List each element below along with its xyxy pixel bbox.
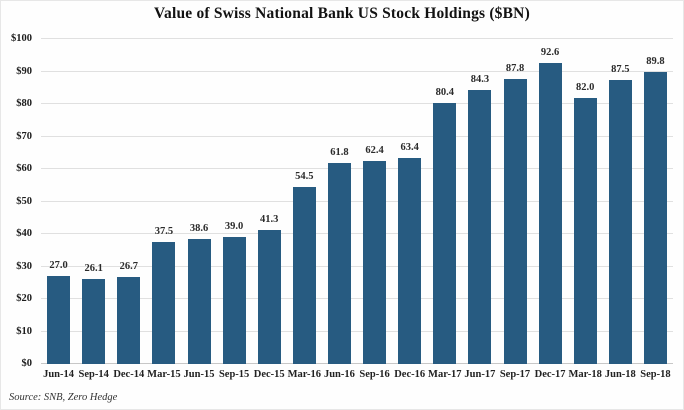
- x-axis-label: Jun-18: [604, 369, 636, 380]
- bar-value-label: 84.3: [470, 74, 490, 86]
- plot-area: 27.0 26.1 26.7 37.5 38.6 39.0 41.3 54.5 61.8 62.4…: [41, 38, 673, 364]
- bar-value-label: 26.1: [84, 263, 103, 275]
- gridline: [41, 135, 673, 137]
- bar-value-label: 54.5: [295, 170, 314, 182]
- x-axis-label: Jun-15: [183, 369, 215, 380]
- y-axis-label: $90: [16, 65, 32, 77]
- x-axis-label: Dec-14: [113, 369, 145, 380]
- bar-value-label: 26.7: [119, 261, 138, 273]
- y-axis-label: $70: [16, 130, 32, 142]
- y-axis-label: $10: [16, 325, 32, 337]
- bar: [398, 157, 422, 364]
- gridline: [41, 38, 673, 39]
- x-axis-label: Dec-16: [394, 369, 426, 380]
- bar: [538, 63, 562, 364]
- x-axis-label: Dec-17: [534, 369, 566, 380]
- x-axis-label: Dec-15: [253, 369, 285, 380]
- gridline: [41, 233, 673, 234]
- x-axis-label: Mar-15: [147, 369, 181, 380]
- gridline: [41, 200, 673, 202]
- gridline: [41, 168, 673, 169]
- y-axis-label: $60: [16, 163, 32, 174]
- bar-value-label: 92.6: [540, 47, 560, 59]
- bar: [608, 79, 632, 364]
- x-axis-label: Sep-14: [78, 369, 109, 380]
- x-axis-label: Sep-18: [640, 369, 671, 380]
- gridline: [41, 265, 673, 267]
- bar: [222, 237, 246, 364]
- bar: [503, 78, 527, 364]
- y-axis-label: $100: [11, 33, 32, 44]
- bar: [257, 229, 281, 364]
- x-axis-baseline: [41, 363, 673, 364]
- x-axis-label: Jun-17: [464, 369, 496, 380]
- y-axis-label: $80: [16, 98, 32, 109]
- bar-value-label: 37.5: [154, 226, 174, 238]
- bar: [117, 277, 141, 364]
- y-axis-label: $50: [16, 195, 32, 207]
- bar: [573, 97, 597, 364]
- y-axis: $0 $10 $20 $30 $40 $50 $60 $70 $80 $90 $100: [1, 33, 35, 369]
- bar-value-label: 27.0: [49, 260, 68, 272]
- bar-value-label: 41.3: [260, 213, 279, 225]
- bar: [187, 238, 211, 364]
- gridline: [41, 103, 673, 104]
- bar: [152, 242, 176, 364]
- bar: [643, 72, 667, 364]
- bar: [363, 161, 387, 364]
- x-axis-label: Sep-17: [499, 369, 531, 380]
- bar: [82, 279, 106, 364]
- y-axis-label: $0: [21, 358, 33, 369]
- bar: [47, 276, 71, 364]
- bar: [433, 102, 457, 364]
- y-axis-label: $40: [16, 228, 32, 239]
- gridline: [41, 298, 673, 299]
- bar-value-label: 82.0: [576, 81, 595, 93]
- bar-value-label: 87.5: [611, 63, 630, 75]
- x-axis-label: Mar-18: [568, 369, 602, 380]
- gridline: [41, 70, 673, 72]
- x-axis-label: Jun-14: [43, 369, 75, 380]
- bar: [292, 186, 316, 364]
- bar: [468, 90, 492, 364]
- x-axis-label: Jun-16: [323, 369, 355, 380]
- source-note: Source: SNB, Zero Hedge: [9, 392, 118, 403]
- x-axis-label: Sep-15: [218, 369, 250, 380]
- gridline: [41, 330, 673, 332]
- x-axis-label: Sep-16: [359, 369, 390, 380]
- bar-value-label: 89.8: [646, 56, 665, 68]
- x-axis-label: Mar-16: [287, 369, 322, 380]
- y-axis-label: $30: [16, 260, 32, 272]
- bar-value-label: 61.8: [330, 147, 349, 159]
- bar-value-label: 38.6: [189, 222, 209, 234]
- bar-value-label: 87.8: [505, 62, 525, 74]
- chart-title: Value of Swiss National Bank US Stock Ho…: [154, 5, 530, 22]
- x-axis: Jun-14 Sep-14 Dec-14 Mar-15 Jun-15 Sep-15 Dec-…: [41, 369, 673, 383]
- bar-value-label: 63.4: [400, 141, 419, 153]
- bar: [327, 163, 351, 364]
- y-axis-label: $20: [16, 293, 32, 304]
- x-axis-label: Mar-17: [428, 369, 462, 380]
- bar-value-label: 62.4: [365, 145, 384, 157]
- bar-value-label: 80.4: [435, 86, 454, 98]
- bar-value-label: 39.0: [224, 221, 244, 233]
